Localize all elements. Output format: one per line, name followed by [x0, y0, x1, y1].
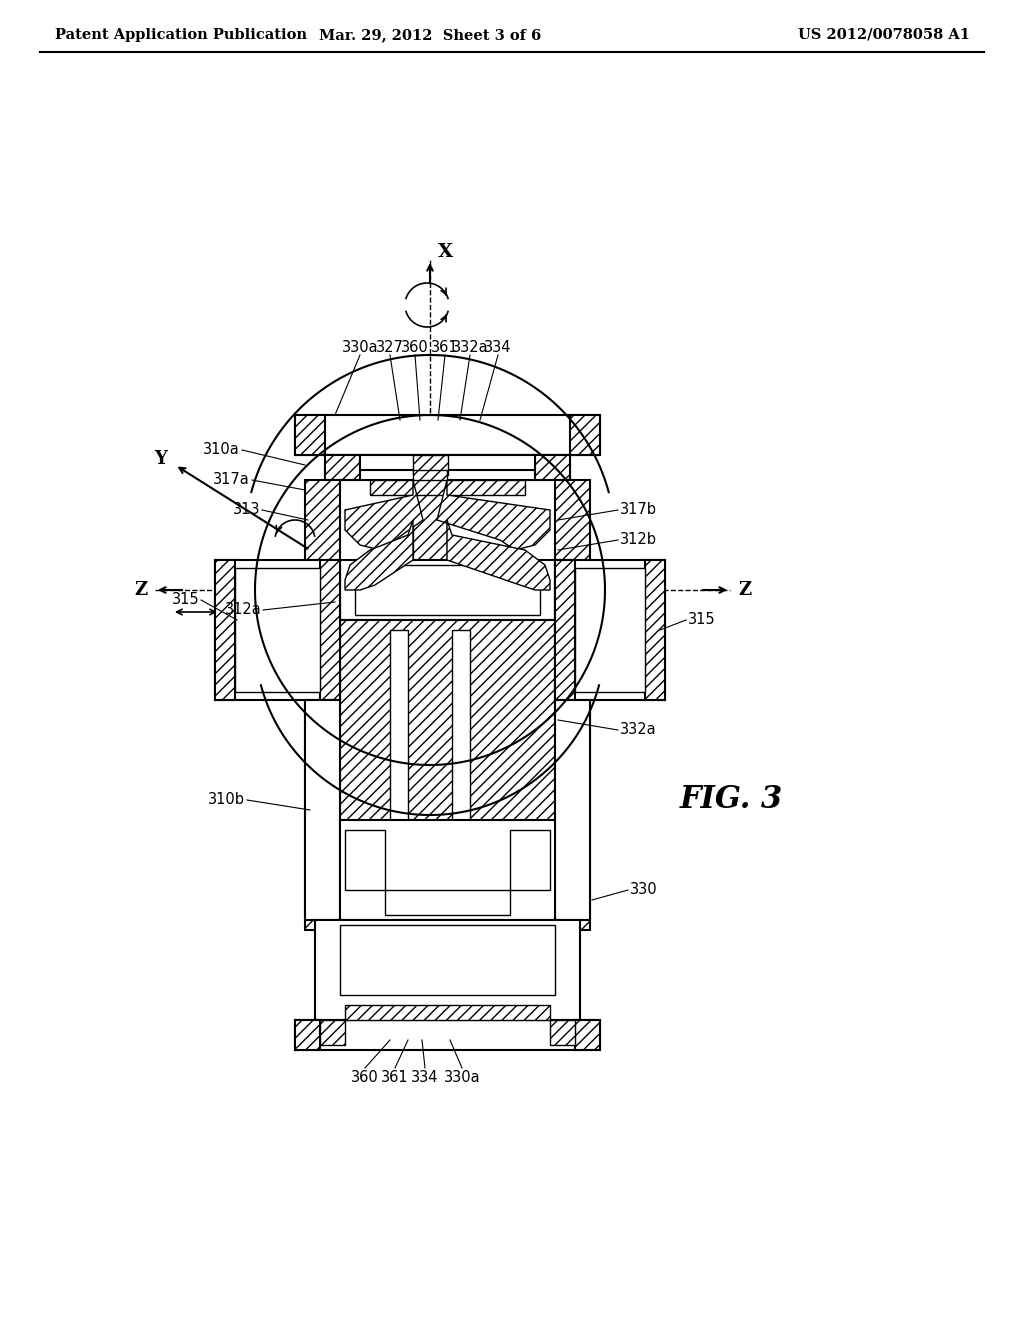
Text: 361: 361 — [431, 341, 459, 355]
Bar — [555, 560, 575, 700]
Text: 330a: 330a — [443, 1071, 480, 1085]
Bar — [325, 455, 360, 480]
Polygon shape — [345, 520, 413, 590]
Text: 330: 330 — [630, 883, 657, 898]
Text: 361: 361 — [381, 1071, 409, 1085]
Bar — [360, 455, 535, 470]
Bar — [645, 560, 665, 700]
Text: 315: 315 — [172, 593, 200, 607]
Bar — [385, 890, 510, 915]
Text: 332a: 332a — [620, 722, 656, 738]
Text: 332a: 332a — [452, 341, 488, 355]
Text: 334: 334 — [412, 1071, 438, 1085]
Bar — [319, 1020, 345, 1045]
Polygon shape — [447, 520, 550, 590]
Text: 317a: 317a — [213, 473, 250, 487]
Bar — [295, 1020, 319, 1049]
Text: 310b: 310b — [208, 792, 245, 808]
Bar — [305, 700, 340, 920]
Bar — [370, 480, 525, 495]
Bar — [447, 576, 475, 605]
Text: 312a: 312a — [225, 602, 262, 618]
Text: Mar. 29, 2012  Sheet 3 of 6: Mar. 29, 2012 Sheet 3 of 6 — [318, 28, 541, 42]
Bar — [319, 560, 340, 700]
Bar — [550, 1020, 575, 1045]
Bar — [315, 920, 580, 1020]
Bar — [555, 560, 665, 700]
Bar — [385, 576, 413, 605]
Bar — [575, 1020, 600, 1049]
Bar — [555, 480, 590, 931]
Polygon shape — [437, 480, 550, 550]
Text: 312b: 312b — [620, 532, 657, 548]
Text: Z: Z — [738, 581, 752, 599]
Text: Y: Y — [155, 450, 167, 469]
Bar — [305, 480, 340, 931]
Bar — [575, 568, 645, 692]
Text: 327: 327 — [376, 341, 403, 355]
Text: 313: 313 — [232, 503, 260, 517]
Text: 360: 360 — [351, 1071, 379, 1085]
Bar — [295, 1020, 600, 1049]
Bar — [340, 820, 555, 920]
Text: 315: 315 — [688, 612, 716, 627]
Bar — [413, 455, 449, 475]
Bar — [215, 560, 340, 700]
Bar — [355, 565, 540, 615]
Bar — [510, 830, 550, 890]
Bar — [555, 700, 590, 920]
Bar — [295, 414, 325, 455]
Text: Patent Application Publication: Patent Application Publication — [55, 28, 307, 42]
Bar — [325, 455, 570, 480]
Bar — [340, 620, 555, 920]
Bar — [345, 830, 385, 890]
Text: 317b: 317b — [620, 503, 657, 517]
Bar — [390, 630, 408, 880]
Text: 330a: 330a — [342, 341, 378, 355]
Bar — [295, 414, 600, 455]
Bar — [413, 470, 447, 920]
Text: 310a: 310a — [203, 442, 240, 458]
Bar — [340, 560, 555, 620]
Text: US 2012/0078058 A1: US 2012/0078058 A1 — [798, 28, 970, 42]
Bar — [452, 630, 470, 880]
Polygon shape — [345, 480, 423, 550]
Text: 360: 360 — [401, 341, 429, 355]
Bar — [215, 560, 234, 700]
Text: 334: 334 — [484, 341, 512, 355]
Text: FIG. 3: FIG. 3 — [680, 784, 783, 816]
Bar — [340, 925, 555, 995]
Bar — [234, 568, 319, 692]
Text: X: X — [438, 243, 454, 261]
Text: Z: Z — [134, 581, 147, 599]
Bar — [345, 1005, 550, 1020]
Bar — [535, 455, 570, 480]
Bar — [570, 414, 600, 455]
